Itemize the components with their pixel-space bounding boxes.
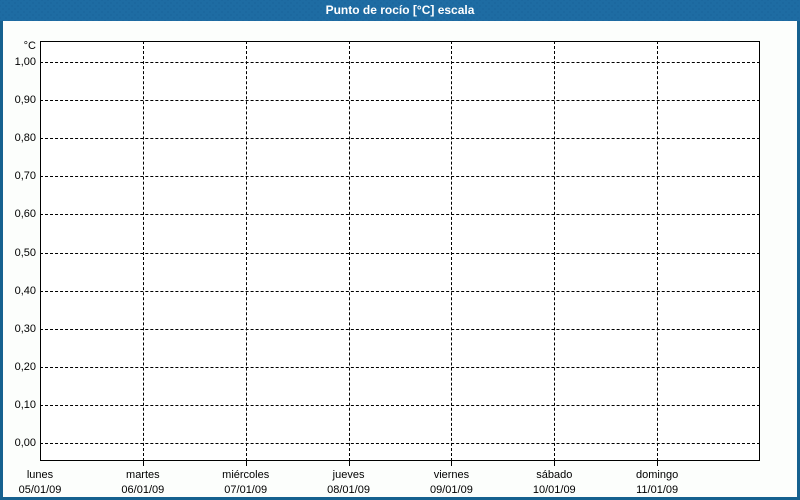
day-name-label: lunes <box>26 469 54 481</box>
day-date-label: 11/01/09 <box>636 484 679 496</box>
day-date-label: 10/01/09 <box>532 484 576 496</box>
y-tick-label: 0,60 <box>14 208 36 221</box>
y-tick-label: 0,10 <box>14 398 36 411</box>
frame-border-bottom <box>0 497 800 500</box>
y-gridline <box>40 138 760 140</box>
x-axis-tick <box>142 461 144 466</box>
y-gridline <box>40 443 760 444</box>
day-date-label: 09/01/09 <box>430 484 473 496</box>
frame-border-left <box>0 0 3 500</box>
day-boundary-gridline <box>554 41 556 461</box>
y-gridline <box>40 252 760 254</box>
y-tick-label: 0,20 <box>14 360 36 373</box>
day-date-label: 07/01/09 <box>224 484 268 496</box>
y-tick-label: 0,80 <box>14 132 36 145</box>
y-tick-label: 0,00 <box>14 437 36 449</box>
day-name-label: martes <box>126 469 160 481</box>
day-boundary-gridline <box>245 41 247 461</box>
y-gridline <box>40 62 760 63</box>
y-tick-label: 1,00 <box>14 56 36 68</box>
day-name-label: domingo <box>636 469 679 481</box>
day-name-label: viernes <box>433 469 470 481</box>
y-tick-label: 0,30 <box>14 322 36 335</box>
frame-border-right <box>797 0 800 500</box>
day-boundary-gridline <box>451 41 453 461</box>
plot-area <box>40 41 760 461</box>
y-gridline <box>40 290 760 292</box>
day-boundary-gridline <box>657 41 659 461</box>
y-gridline <box>40 328 760 330</box>
chart-title-bar: Punto de rocío [°C] escala <box>0 0 800 21</box>
y-gridline <box>40 100 760 102</box>
day-name-label: sábado <box>536 469 573 481</box>
chart-title: Punto de rocío [°C] escala <box>325 3 475 17</box>
y-gridline <box>40 366 760 368</box>
day-boundary-gridline <box>142 41 144 461</box>
y-tick-label: 0,90 <box>14 94 36 107</box>
y-tick-label: 0,40 <box>14 284 36 297</box>
y-gridline <box>40 404 760 406</box>
x-axis-tick <box>657 461 659 466</box>
x-axis-tick <box>245 461 247 466</box>
day-date-label: 05/01/09 <box>18 484 62 496</box>
y-gridline <box>40 214 760 216</box>
day-boundary-gridline <box>348 41 350 461</box>
day-name-label: miércoles <box>222 469 270 481</box>
y-gridline <box>40 176 760 178</box>
x-axis-tick <box>348 461 350 466</box>
x-axis-tick <box>451 461 453 466</box>
day-date-label: 06/01/09 <box>121 484 165 496</box>
day-date-label: 08/01/09 <box>327 484 370 496</box>
x-axis-tick <box>554 461 556 466</box>
y-axis-unit-label: °C <box>23 40 36 52</box>
y-tick-label: 0,70 <box>14 170 36 183</box>
y-tick-label: 0,50 <box>14 246 36 259</box>
day-name-label: jueves <box>332 469 365 481</box>
